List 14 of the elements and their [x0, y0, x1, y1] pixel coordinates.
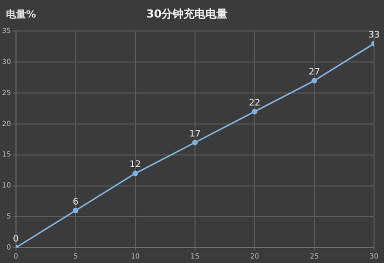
data-label: 17 — [189, 129, 201, 140]
data-label: 27 — [308, 68, 320, 78]
data-label: 0 — [13, 234, 20, 244]
data-label: 12 — [130, 160, 141, 170]
y-axis-title: 电量% — [6, 8, 36, 21]
chart-title: 30分钟充电电量 — [146, 7, 228, 20]
point — [192, 140, 198, 146]
data-label: 33 — [368, 30, 380, 40]
point — [132, 170, 138, 176]
data-label: 22 — [248, 98, 260, 108]
point — [252, 108, 258, 114]
point — [312, 78, 318, 84]
point — [72, 208, 78, 214]
data-label: 6 — [72, 197, 79, 208]
